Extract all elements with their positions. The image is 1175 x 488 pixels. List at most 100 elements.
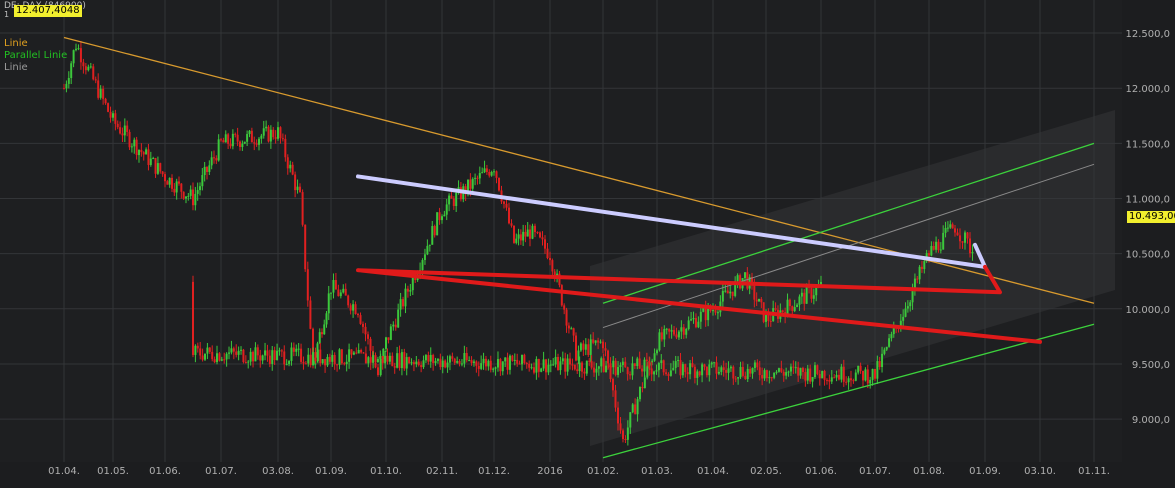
- candle-body: [65, 83, 68, 89]
- candle-body: [234, 133, 237, 135]
- candle-body: [217, 139, 220, 161]
- candle-body: [307, 354, 310, 364]
- candle-body: [126, 125, 129, 132]
- candle-body: [561, 358, 564, 362]
- candle-body: [597, 366, 600, 369]
- candle-body: [180, 183, 183, 192]
- candle-body: [684, 364, 687, 373]
- candle-body: [658, 332, 661, 351]
- candle-body: [208, 165, 211, 172]
- candle-body: [533, 367, 535, 373]
- candle-body: [168, 177, 171, 185]
- candle-body: [328, 356, 331, 362]
- candle-body: [204, 353, 207, 360]
- candle-body: [156, 163, 159, 174]
- candle-body: [663, 328, 666, 340]
- candle-body: [467, 179, 469, 194]
- candle-body: [485, 168, 488, 172]
- candle-body: [231, 133, 234, 147]
- x-tick-label: 01.12.: [478, 466, 510, 477]
- candle-body: [694, 318, 697, 328]
- candle-body: [648, 361, 651, 369]
- candle-body: [585, 360, 588, 374]
- candle-body: [741, 366, 744, 376]
- candle-body: [636, 358, 639, 367]
- candle-body: [201, 355, 204, 360]
- candle-body: [323, 324, 326, 335]
- candle-body: [809, 368, 812, 382]
- candle-body: [609, 363, 612, 380]
- candle-body: [432, 354, 435, 364]
- candle-body: [264, 350, 267, 356]
- candle-body: [553, 271, 556, 279]
- x-tick-label: 2016: [537, 466, 562, 477]
- legend: Linie Parallel Linie Linie: [4, 38, 67, 74]
- candle-body: [911, 289, 914, 303]
- candle-body: [265, 126, 268, 129]
- candle-body: [605, 365, 608, 373]
- candle-body: [854, 372, 857, 381]
- candle-body: [423, 254, 426, 261]
- candle-body: [734, 378, 737, 380]
- candle-body: [602, 341, 604, 349]
- candle-body: [786, 299, 789, 317]
- candle-body: [508, 355, 511, 370]
- legend-item-linie: Linie: [4, 38, 28, 49]
- candle-body: [634, 404, 637, 415]
- candle-body: [446, 362, 449, 368]
- candle-body: [707, 305, 710, 321]
- candle-body: [904, 308, 907, 317]
- candle-body: [208, 347, 211, 352]
- candle-body: [475, 361, 478, 366]
- y-tick-label: 10.500,0: [1125, 250, 1170, 261]
- candle-body: [636, 399, 639, 415]
- candle-body: [549, 258, 551, 261]
- candle-body: [255, 143, 258, 145]
- candle-body: [703, 364, 706, 367]
- candle-body: [520, 354, 523, 365]
- candle-body: [631, 363, 634, 376]
- candle-body: [552, 364, 555, 366]
- candle-body: [376, 359, 379, 363]
- candle-body: [612, 379, 614, 391]
- candle-body: [364, 353, 367, 364]
- candle-body: [456, 361, 459, 363]
- candle-body: [215, 158, 218, 161]
- candle-body: [800, 292, 803, 297]
- candle-body: [930, 246, 933, 256]
- candle-body: [869, 379, 872, 384]
- candle-body: [448, 195, 451, 205]
- candle-body: [693, 366, 696, 378]
- candle-body: [578, 362, 581, 372]
- candle-body: [484, 358, 487, 367]
- candle-body: [756, 362, 759, 368]
- candle-body: [643, 359, 646, 372]
- candle-body: [505, 203, 508, 208]
- candle-body: [689, 363, 692, 375]
- candle-body: [660, 332, 663, 340]
- y-tick-label: 11.500,0: [1125, 139, 1170, 150]
- candle-body: [617, 367, 620, 375]
- candle-body: [290, 347, 293, 361]
- candle-body: [961, 241, 964, 243]
- candle-body: [657, 363, 660, 371]
- candle-body: [828, 379, 831, 382]
- candle-body: [540, 368, 543, 372]
- candle-body: [138, 149, 140, 156]
- candle-body: [567, 325, 570, 329]
- candle-body: [223, 359, 226, 361]
- candle-body: [403, 352, 406, 369]
- candle-body: [511, 355, 514, 361]
- candle-body: [409, 290, 412, 292]
- candle-body: [463, 353, 466, 364]
- candle-body: [852, 380, 855, 382]
- candle-body: [597, 340, 600, 343]
- candle-body: [731, 291, 734, 296]
- y-tick-label: 9.000,0: [1132, 415, 1170, 426]
- candle-body: [799, 367, 802, 376]
- candle-body: [301, 192, 304, 225]
- candle-body: [566, 358, 569, 372]
- candle-body: [364, 326, 367, 335]
- candle-body: [777, 368, 780, 372]
- candle-body: [347, 295, 350, 306]
